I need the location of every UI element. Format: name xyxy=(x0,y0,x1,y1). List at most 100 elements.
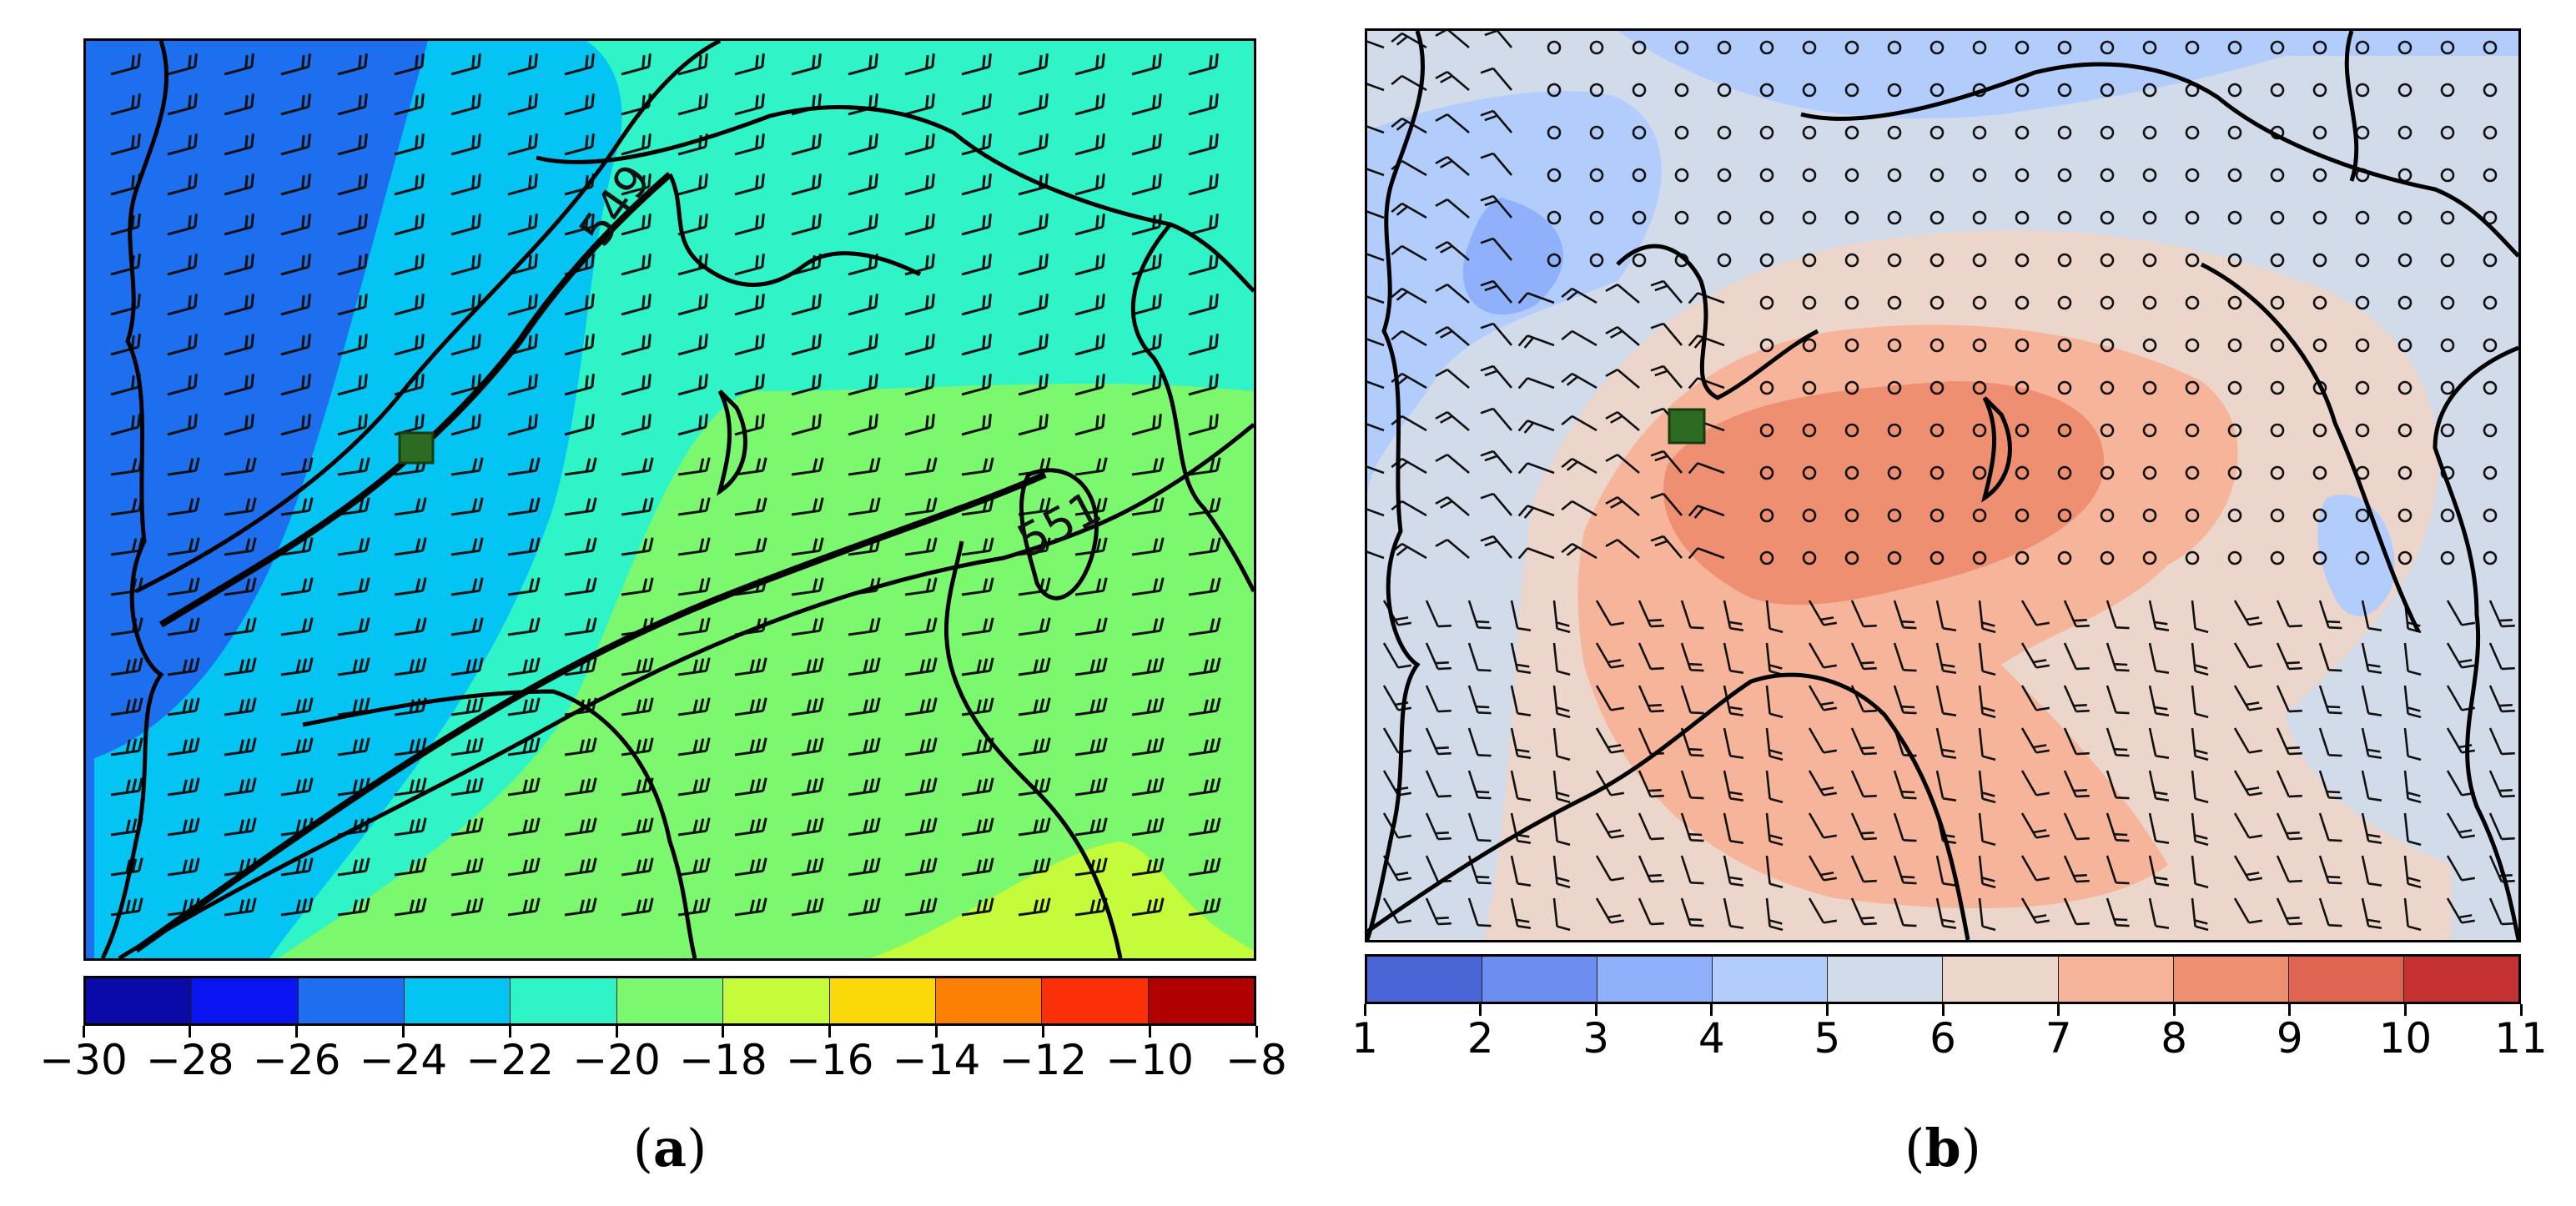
calm-wind-marker xyxy=(2397,40,2412,55)
wind-barb xyxy=(1131,577,1165,596)
wind-barb xyxy=(1765,770,1784,804)
wind-barb xyxy=(167,537,200,556)
calm-wind-marker xyxy=(2270,550,2285,565)
wind-barb xyxy=(677,374,708,396)
wind-barb xyxy=(280,53,311,76)
wind-barb xyxy=(450,254,481,276)
wind-barb xyxy=(1552,642,1571,676)
calm-wind-marker xyxy=(2015,40,2030,55)
wind-barb xyxy=(2148,600,2170,631)
wind-barb xyxy=(280,93,311,116)
calm-wind-marker xyxy=(2270,40,2285,55)
calm-wind-marker xyxy=(1929,338,1945,353)
wind-barb xyxy=(677,857,711,877)
wind-barb xyxy=(1018,334,1049,356)
calm-wind-marker xyxy=(2015,508,2030,523)
wind-barb xyxy=(621,254,652,276)
wind-barb xyxy=(1808,600,1838,626)
wind-barb xyxy=(961,93,992,116)
wind-barb xyxy=(2318,727,2342,757)
wind-barb xyxy=(677,777,711,796)
wind-barb xyxy=(904,737,938,756)
calm-wind-marker xyxy=(2440,168,2455,183)
wind-barb xyxy=(1074,737,1108,756)
wind-barb xyxy=(167,737,200,756)
wind-barb xyxy=(1435,325,1470,346)
wind-barb xyxy=(2191,600,2209,634)
calm-wind-marker xyxy=(1717,253,1732,268)
wind-barb xyxy=(1765,727,1784,761)
wind-barb xyxy=(1480,194,1512,219)
wind-barb xyxy=(507,657,541,676)
wind-barb xyxy=(1638,685,1664,713)
wind-barb xyxy=(2446,812,2476,839)
wind-barb xyxy=(1893,855,1917,885)
wind-barb xyxy=(2020,685,2050,711)
calm-wind-marker xyxy=(2355,210,2370,225)
wind-barb xyxy=(1650,279,1683,304)
border-line-b7 xyxy=(2200,262,2421,633)
wind-barb xyxy=(1850,812,1877,841)
wind-barb xyxy=(904,294,935,316)
wind-barb xyxy=(394,657,427,676)
calm-wind-marker xyxy=(1844,338,1859,353)
wind-barb xyxy=(507,214,538,236)
calm-wind-marker xyxy=(2227,253,2242,268)
wind-barb xyxy=(1552,685,1571,719)
wind-barb xyxy=(1425,685,1452,713)
calm-wind-marker xyxy=(1844,508,1859,523)
wind-barb xyxy=(2233,855,2263,882)
wind-barb xyxy=(1131,537,1165,556)
wind-barb xyxy=(904,857,938,877)
wind-barb xyxy=(337,737,370,756)
colorbar-cell xyxy=(935,978,1043,1023)
wind-barb xyxy=(2063,812,2090,841)
wind-barb xyxy=(1978,812,1996,847)
calm-wind-marker xyxy=(2015,295,2030,310)
calm-wind-marker xyxy=(1547,210,1562,225)
calm-wind-marker xyxy=(1929,508,1945,523)
wind-barb xyxy=(507,93,538,116)
wind-barb xyxy=(904,537,938,556)
wind-barb xyxy=(961,817,994,837)
wind-barb xyxy=(1561,372,1597,389)
wind-barb xyxy=(224,537,257,556)
wind-barb xyxy=(677,577,711,596)
calm-wind-marker xyxy=(2397,125,2412,140)
calm-wind-marker xyxy=(2015,380,2030,395)
wind-barb xyxy=(734,133,765,156)
wind-barb xyxy=(224,133,254,156)
wind-barb xyxy=(848,897,881,917)
wind-barb xyxy=(961,214,992,236)
calm-wind-marker xyxy=(1759,125,1774,140)
calm-wind-marker xyxy=(2100,550,2115,565)
wind-barb xyxy=(1018,657,1051,676)
calm-wind-marker xyxy=(2440,210,2455,225)
calm-wind-marker xyxy=(2355,380,2370,395)
contour-551 xyxy=(133,471,1047,953)
calm-wind-marker xyxy=(2015,550,2030,565)
wind-barb xyxy=(1074,53,1105,76)
wind-barb xyxy=(564,657,597,676)
wind-barb xyxy=(2191,685,2209,719)
wind-barb xyxy=(507,537,541,556)
caption-b-open: ( xyxy=(1904,1118,1925,1178)
colorbar-tick-label: −22 xyxy=(465,1036,555,1084)
calm-wind-marker xyxy=(1802,423,1817,438)
calm-wind-marker xyxy=(2185,423,2200,438)
border-line-b2 xyxy=(1800,62,2518,258)
wind-barb xyxy=(1605,410,1640,431)
calm-wind-marker xyxy=(2270,253,2285,268)
wind-barb xyxy=(2403,727,2422,761)
wind-barb xyxy=(507,897,541,917)
colorbar-b xyxy=(1365,954,2521,1004)
wind-barb xyxy=(337,334,368,356)
calm-wind-marker xyxy=(1929,465,1945,480)
calm-wind-marker xyxy=(2015,423,2030,438)
wind-barb xyxy=(337,53,368,76)
calm-wind-marker xyxy=(1802,508,1817,523)
wind-barb xyxy=(1893,642,1917,672)
wind-barb xyxy=(110,334,141,356)
wind-barb xyxy=(224,414,254,436)
calm-wind-marker xyxy=(2142,380,2157,395)
